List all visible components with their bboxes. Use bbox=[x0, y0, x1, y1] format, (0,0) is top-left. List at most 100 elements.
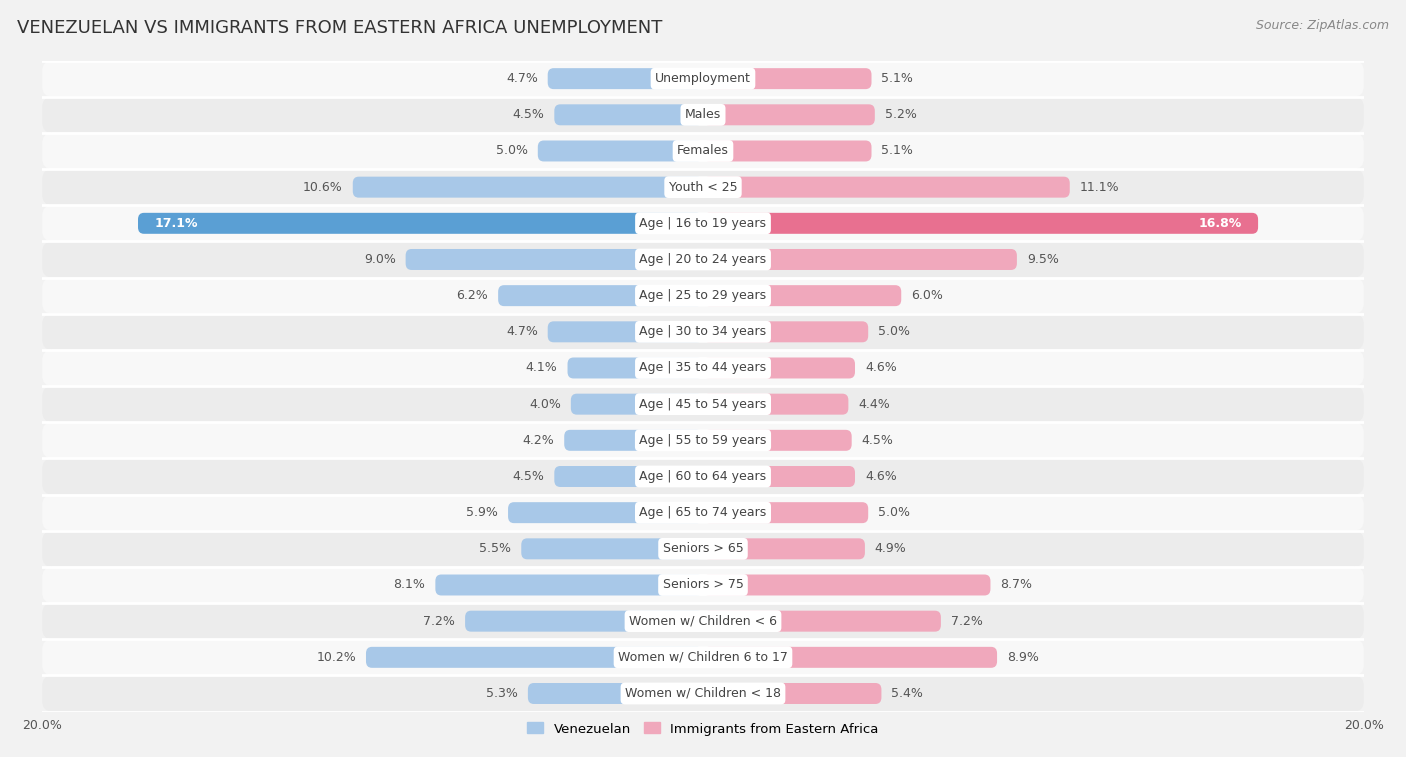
Text: Age | 65 to 74 years: Age | 65 to 74 years bbox=[640, 506, 766, 519]
FancyBboxPatch shape bbox=[527, 683, 703, 704]
FancyBboxPatch shape bbox=[703, 321, 868, 342]
FancyBboxPatch shape bbox=[465, 611, 703, 631]
FancyBboxPatch shape bbox=[366, 646, 703, 668]
FancyBboxPatch shape bbox=[703, 611, 941, 631]
FancyBboxPatch shape bbox=[703, 357, 855, 378]
Text: Age | 16 to 19 years: Age | 16 to 19 years bbox=[640, 217, 766, 230]
FancyBboxPatch shape bbox=[42, 350, 1364, 386]
Text: 8.7%: 8.7% bbox=[1001, 578, 1032, 591]
FancyBboxPatch shape bbox=[498, 285, 703, 306]
Text: 4.6%: 4.6% bbox=[865, 362, 897, 375]
Text: 5.0%: 5.0% bbox=[496, 145, 527, 157]
FancyBboxPatch shape bbox=[703, 249, 1017, 270]
Text: Women w/ Children 6 to 17: Women w/ Children 6 to 17 bbox=[619, 651, 787, 664]
Text: Age | 20 to 24 years: Age | 20 to 24 years bbox=[640, 253, 766, 266]
Text: 4.0%: 4.0% bbox=[529, 397, 561, 410]
FancyBboxPatch shape bbox=[703, 68, 872, 89]
Text: 6.2%: 6.2% bbox=[457, 289, 488, 302]
Legend: Venezuelan, Immigrants from Eastern Africa: Venezuelan, Immigrants from Eastern Afri… bbox=[522, 717, 884, 741]
FancyBboxPatch shape bbox=[703, 502, 868, 523]
Text: 5.4%: 5.4% bbox=[891, 687, 924, 700]
FancyBboxPatch shape bbox=[703, 646, 997, 668]
FancyBboxPatch shape bbox=[42, 133, 1364, 169]
Text: Youth < 25: Youth < 25 bbox=[669, 181, 737, 194]
FancyBboxPatch shape bbox=[42, 97, 1364, 133]
FancyBboxPatch shape bbox=[703, 683, 882, 704]
Text: Unemployment: Unemployment bbox=[655, 72, 751, 85]
FancyBboxPatch shape bbox=[138, 213, 703, 234]
FancyBboxPatch shape bbox=[703, 394, 848, 415]
Text: 5.1%: 5.1% bbox=[882, 145, 914, 157]
FancyBboxPatch shape bbox=[703, 213, 1258, 234]
FancyBboxPatch shape bbox=[42, 241, 1364, 278]
FancyBboxPatch shape bbox=[42, 205, 1364, 241]
FancyBboxPatch shape bbox=[42, 494, 1364, 531]
FancyBboxPatch shape bbox=[548, 68, 703, 89]
FancyBboxPatch shape bbox=[42, 459, 1364, 494]
Text: 5.0%: 5.0% bbox=[879, 326, 910, 338]
FancyBboxPatch shape bbox=[703, 430, 852, 451]
Text: 4.2%: 4.2% bbox=[523, 434, 554, 447]
Text: Age | 45 to 54 years: Age | 45 to 54 years bbox=[640, 397, 766, 410]
FancyBboxPatch shape bbox=[42, 313, 1364, 350]
Text: 4.5%: 4.5% bbox=[513, 108, 544, 121]
Text: 8.1%: 8.1% bbox=[394, 578, 426, 591]
FancyBboxPatch shape bbox=[554, 104, 703, 126]
Text: 4.5%: 4.5% bbox=[513, 470, 544, 483]
Text: Age | 35 to 44 years: Age | 35 to 44 years bbox=[640, 362, 766, 375]
FancyBboxPatch shape bbox=[42, 675, 1364, 712]
Text: Females: Females bbox=[678, 145, 728, 157]
FancyBboxPatch shape bbox=[537, 141, 703, 161]
FancyBboxPatch shape bbox=[42, 603, 1364, 639]
Text: 7.2%: 7.2% bbox=[423, 615, 456, 628]
FancyBboxPatch shape bbox=[703, 141, 872, 161]
FancyBboxPatch shape bbox=[548, 321, 703, 342]
Text: Males: Males bbox=[685, 108, 721, 121]
FancyBboxPatch shape bbox=[703, 466, 855, 487]
FancyBboxPatch shape bbox=[42, 567, 1364, 603]
FancyBboxPatch shape bbox=[42, 531, 1364, 567]
Text: Age | 30 to 34 years: Age | 30 to 34 years bbox=[640, 326, 766, 338]
Text: 10.6%: 10.6% bbox=[304, 181, 343, 194]
Text: 9.0%: 9.0% bbox=[364, 253, 395, 266]
Text: Age | 25 to 29 years: Age | 25 to 29 years bbox=[640, 289, 766, 302]
Text: 4.6%: 4.6% bbox=[865, 470, 897, 483]
Text: VENEZUELAN VS IMMIGRANTS FROM EASTERN AFRICA UNEMPLOYMENT: VENEZUELAN VS IMMIGRANTS FROM EASTERN AF… bbox=[17, 19, 662, 37]
FancyBboxPatch shape bbox=[508, 502, 703, 523]
FancyBboxPatch shape bbox=[42, 61, 1364, 97]
Text: 5.2%: 5.2% bbox=[884, 108, 917, 121]
Text: Source: ZipAtlas.com: Source: ZipAtlas.com bbox=[1256, 19, 1389, 32]
Text: Seniors > 75: Seniors > 75 bbox=[662, 578, 744, 591]
Text: Age | 55 to 59 years: Age | 55 to 59 years bbox=[640, 434, 766, 447]
FancyBboxPatch shape bbox=[568, 357, 703, 378]
Text: 11.1%: 11.1% bbox=[1080, 181, 1119, 194]
FancyBboxPatch shape bbox=[564, 430, 703, 451]
Text: 5.3%: 5.3% bbox=[486, 687, 517, 700]
Text: 4.1%: 4.1% bbox=[526, 362, 558, 375]
FancyBboxPatch shape bbox=[554, 466, 703, 487]
FancyBboxPatch shape bbox=[703, 176, 1070, 198]
Text: 9.5%: 9.5% bbox=[1026, 253, 1059, 266]
FancyBboxPatch shape bbox=[42, 639, 1364, 675]
FancyBboxPatch shape bbox=[703, 538, 865, 559]
Text: 5.9%: 5.9% bbox=[467, 506, 498, 519]
FancyBboxPatch shape bbox=[42, 278, 1364, 313]
Text: 6.0%: 6.0% bbox=[911, 289, 943, 302]
Text: Women w/ Children < 18: Women w/ Children < 18 bbox=[626, 687, 780, 700]
FancyBboxPatch shape bbox=[405, 249, 703, 270]
FancyBboxPatch shape bbox=[42, 169, 1364, 205]
Text: 5.1%: 5.1% bbox=[882, 72, 914, 85]
FancyBboxPatch shape bbox=[42, 422, 1364, 459]
Text: 8.9%: 8.9% bbox=[1007, 651, 1039, 664]
FancyBboxPatch shape bbox=[353, 176, 703, 198]
FancyBboxPatch shape bbox=[703, 285, 901, 306]
FancyBboxPatch shape bbox=[436, 575, 703, 596]
Text: Age | 60 to 64 years: Age | 60 to 64 years bbox=[640, 470, 766, 483]
FancyBboxPatch shape bbox=[703, 104, 875, 126]
Text: 4.7%: 4.7% bbox=[506, 72, 537, 85]
Text: Women w/ Children < 6: Women w/ Children < 6 bbox=[628, 615, 778, 628]
Text: Seniors > 65: Seniors > 65 bbox=[662, 542, 744, 556]
Text: 17.1%: 17.1% bbox=[155, 217, 198, 230]
FancyBboxPatch shape bbox=[703, 575, 990, 596]
Text: 7.2%: 7.2% bbox=[950, 615, 983, 628]
